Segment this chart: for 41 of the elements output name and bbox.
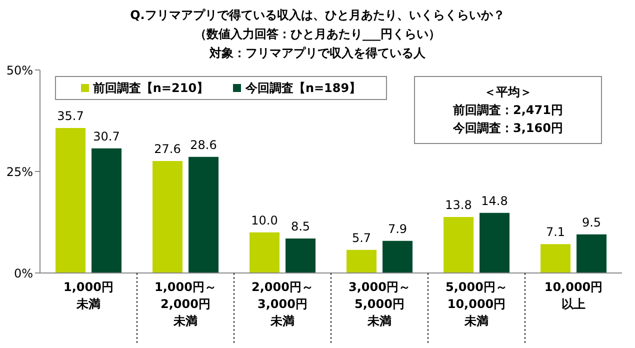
chart-title: Q.フリマアプリで得ている収入は、ひと月あたり、いくらくらいか？	[129, 7, 506, 24]
data-label: 28.6	[190, 138, 217, 152]
data-label: 5.7	[352, 230, 372, 245]
annotation: 今回調査：3,160円	[452, 120, 564, 137]
bar	[444, 216, 474, 273]
y-tick-label: 50%	[6, 63, 33, 78]
note-box: ＜平均＞ 前回調査：2,471円 今回調査：3,160円	[414, 76, 602, 144]
x-tick-label: 1,000円～2,000円未満	[154, 280, 216, 328]
y-tick-label: 0%	[14, 266, 33, 280]
data-label: 27.6	[154, 142, 181, 156]
annotation: 前回調査：2,471円	[452, 102, 564, 119]
bar	[346, 250, 377, 273]
legend-label: 今回調査【n=189】	[245, 80, 362, 96]
bar	[382, 240, 413, 273]
bar	[480, 212, 510, 273]
bar	[152, 160, 183, 273]
bar	[250, 232, 280, 273]
bar	[56, 128, 86, 273]
x-tick-label: 2,000円～3,000円未満	[252, 280, 314, 328]
x-tick-label: 5,000円～10,000円未満	[446, 280, 508, 328]
bar	[188, 156, 219, 273]
data-label: 7.9	[388, 222, 408, 236]
x-tick-label: 3,000円～5,000円未満	[348, 280, 410, 328]
data-label: 13.8	[445, 198, 472, 212]
y-tick-label: 25%	[6, 164, 33, 179]
bar	[576, 234, 607, 273]
data-label: 35.7	[57, 109, 84, 124]
bar	[286, 238, 316, 273]
bar	[540, 244, 571, 273]
bar	[92, 148, 122, 273]
data-label: 30.7	[93, 129, 120, 144]
data-label: 7.1	[546, 225, 566, 240]
chart-subtitle: （数値入力回答：ひと月あたり___円くらい）対象：フリマアプリで収入を得ている人	[194, 26, 442, 62]
x-tick-label: 1,000円未満	[64, 280, 114, 311]
annotation: ＜平均＞	[483, 84, 533, 101]
data-label: 14.8	[481, 194, 508, 208]
legend-label: 前回調査【n=210】	[92, 80, 209, 96]
data-label: 10.0	[251, 213, 278, 228]
data-label: 9.5	[582, 215, 602, 230]
x-tick-label: 10,000円以上	[544, 280, 603, 311]
data-label: 8.5	[290, 219, 310, 234]
